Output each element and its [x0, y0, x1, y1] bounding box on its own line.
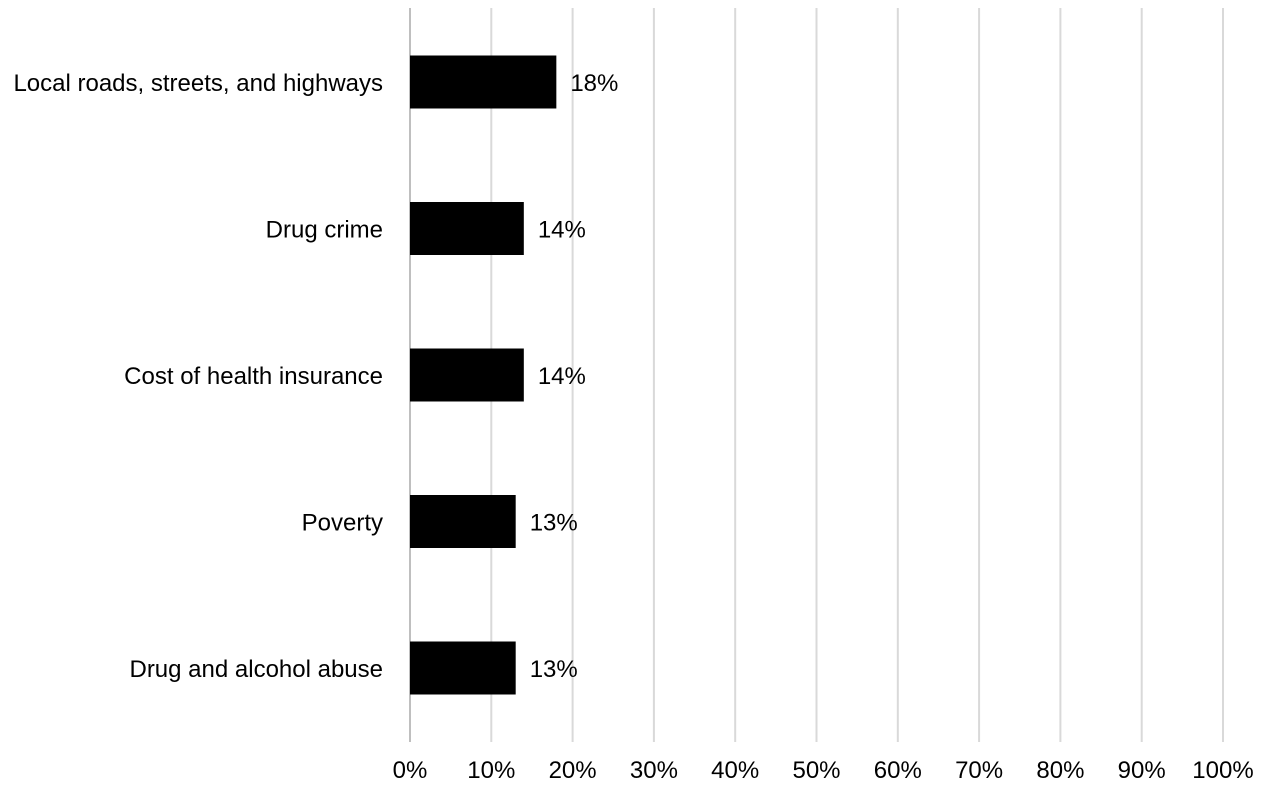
x-tick-label: 40%	[711, 757, 759, 784]
x-tick-label: 80%	[1036, 757, 1084, 784]
category-label: Drug and alcohol abuse	[129, 656, 383, 683]
x-axis-tick-labels: 0% 10% 20% 30% 40% 50% 60% 70% 80% 90% 100%	[393, 757, 1254, 784]
x-tick-label: 90%	[1118, 757, 1166, 784]
bar	[410, 55, 557, 109]
category-label: Local roads, streets, and highways	[13, 70, 383, 97]
category-label: Cost of health insurance	[124, 363, 383, 390]
data-label: 14%	[538, 217, 586, 244]
x-tick-label: 60%	[874, 757, 922, 784]
category-label: Drug crime	[266, 217, 383, 244]
data-label: 14%	[538, 363, 586, 390]
x-tick-label: 20%	[549, 757, 597, 784]
value-labels: 18% 14% 14% 13% 13%	[530, 70, 619, 683]
data-label: 13%	[530, 656, 578, 683]
bars	[410, 55, 557, 695]
x-tick-label: 0%	[393, 757, 428, 784]
bar	[410, 641, 516, 695]
category-label: Poverty	[302, 510, 383, 537]
bar	[410, 348, 524, 402]
x-tick-label: 100%	[1192, 757, 1253, 784]
x-tick-label: 30%	[630, 757, 678, 784]
category-labels: Local roads, streets, and highways Drug c…	[13, 70, 383, 683]
bar	[410, 202, 524, 255]
data-label: 18%	[570, 70, 618, 97]
x-tick-label: 50%	[792, 757, 840, 784]
data-label: 13%	[530, 510, 578, 537]
grid-lines	[409, 8, 1224, 742]
x-tick-label: 10%	[467, 757, 515, 784]
x-tick-label: 70%	[955, 757, 1003, 784]
bar	[410, 495, 516, 548]
